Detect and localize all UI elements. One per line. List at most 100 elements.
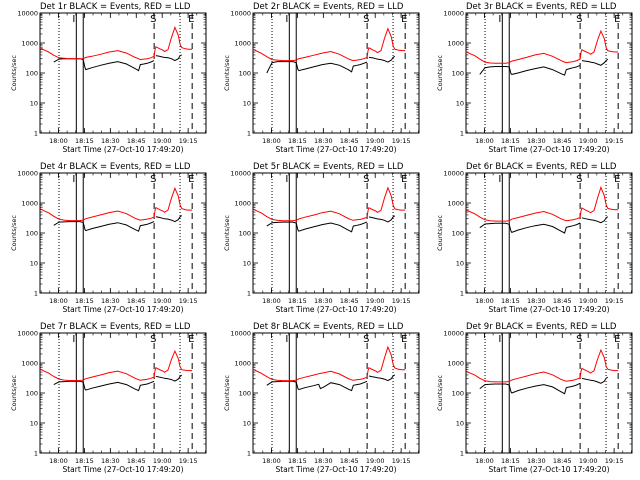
events-series-line xyxy=(53,374,183,392)
x-tick-label: 19:15 xyxy=(605,457,624,465)
y-tick-label: 100 xyxy=(452,390,464,398)
y-axis-label: Counts/sec xyxy=(223,55,231,91)
x-tick-label: 18:15 xyxy=(75,457,94,465)
x-tick-label: 18:45 xyxy=(340,137,359,145)
y-tick-label: 10000 xyxy=(230,170,251,178)
x-tick-label: 18:45 xyxy=(340,457,359,465)
y-tick-label: 1 xyxy=(34,290,38,298)
marker-label: I xyxy=(72,14,75,25)
lld-series-line xyxy=(465,29,619,64)
x-tick-label: 18:15 xyxy=(75,297,94,305)
x-tick-label: 19:00 xyxy=(579,457,598,465)
x-tick-label: 18:15 xyxy=(288,457,307,465)
marker-label: E xyxy=(401,174,407,185)
y-tick-label: 100 xyxy=(26,70,38,78)
marker-label: E xyxy=(401,14,407,25)
marker-label: E xyxy=(188,14,194,25)
y-tick-label: 100 xyxy=(239,230,251,238)
marker-label: E xyxy=(614,334,620,345)
chart-title: Det 9r BLACK = Events, RED = LLD xyxy=(466,322,617,332)
marker-label: I xyxy=(285,174,288,185)
x-tick-label: 18:30 xyxy=(101,137,120,145)
x-tick-label: 19:15 xyxy=(392,457,411,465)
marker-label: I xyxy=(498,174,501,185)
x-tick-label: 18:00 xyxy=(262,457,281,465)
x-tick-label: 19:15 xyxy=(179,137,198,145)
lld-series-line xyxy=(465,185,619,222)
chart-title: Det 1r BLACK = Events, RED = LLD xyxy=(40,2,191,12)
lld-series-line xyxy=(39,349,193,381)
marker-label: I xyxy=(498,14,501,25)
lld-series-line xyxy=(252,345,406,382)
marker-label: E xyxy=(188,174,194,185)
x-tick-label: 19:00 xyxy=(579,297,598,305)
chart-panel: Det 7r BLACK = Events, RED = LLD 1 10 100 10… xyxy=(10,322,207,474)
y-tick-label: 10 xyxy=(30,420,38,428)
chart-title: Det 4r BLACK = Events, RED = LLD xyxy=(40,162,191,172)
marker-label: E xyxy=(614,174,620,185)
x-tick-label: 19:00 xyxy=(579,137,598,145)
y-tick-label: 10000 xyxy=(443,330,464,338)
x-tick-label: 18:45 xyxy=(553,137,572,145)
marker-label: S xyxy=(150,174,156,185)
x-tick-label: 18:00 xyxy=(475,457,494,465)
x-axis-label: Start Time (27-Oct-10 17:49:20) xyxy=(275,465,396,474)
marker-label: I xyxy=(285,14,288,25)
lld-series-line xyxy=(39,186,193,222)
y-tick-label: 10 xyxy=(30,260,38,268)
x-tick-label: 19:15 xyxy=(605,297,624,305)
y-tick-label: 10000 xyxy=(443,170,464,178)
y-axis-label: Counts/sec xyxy=(10,55,18,91)
lld-series-line xyxy=(252,186,406,222)
y-tick-label: 100 xyxy=(26,230,38,238)
y-tick-label: 1000 xyxy=(447,200,464,208)
x-tick-label: 18:15 xyxy=(75,137,94,145)
x-tick-label: 18:00 xyxy=(49,457,68,465)
plot-frame xyxy=(39,12,207,134)
y-tick-label: 1000 xyxy=(21,40,38,48)
marker-label: S xyxy=(576,174,582,185)
x-tick-label: 18:00 xyxy=(262,297,281,305)
x-tick-label: 19:00 xyxy=(153,137,172,145)
marker-label: I xyxy=(285,334,288,345)
x-axis-label: Start Time (27-Oct-10 17:49:20) xyxy=(488,145,609,154)
x-tick-label: 18:15 xyxy=(501,457,520,465)
y-tick-label: 100 xyxy=(26,390,38,398)
marker-label: I xyxy=(72,174,75,185)
y-tick-label: 1000 xyxy=(21,360,38,368)
y-tick-label: 10000 xyxy=(17,330,38,338)
plot-frame xyxy=(252,332,420,454)
plot-frame xyxy=(465,12,633,134)
y-axis-label: Counts/sec xyxy=(10,215,18,251)
events-series-line xyxy=(479,376,609,395)
x-tick-label: 19:15 xyxy=(605,137,624,145)
x-axis-label: Start Time (27-Oct-10 17:49:20) xyxy=(62,145,183,154)
x-tick-label: 18:15 xyxy=(501,137,520,145)
y-tick-label: 10 xyxy=(456,420,464,428)
x-tick-label: 19:00 xyxy=(366,297,385,305)
x-tick-label: 18:30 xyxy=(101,457,120,465)
chart-panel: Det 3r BLACK = Events, RED = LLD 1 10 100 10… xyxy=(436,2,633,154)
x-tick-label: 18:45 xyxy=(340,297,359,305)
marker-label: S xyxy=(363,174,369,185)
x-tick-label: 18:45 xyxy=(553,457,572,465)
x-axis-label: Start Time (27-Oct-10 17:49:20) xyxy=(275,145,396,154)
events-series-line xyxy=(266,215,396,233)
y-tick-label: 1 xyxy=(34,450,38,458)
events-series-line xyxy=(53,215,183,232)
chart-panel: Det 6r BLACK = Events, RED = LLD 1 10 100 10… xyxy=(436,162,633,314)
y-tick-label: 10 xyxy=(456,260,464,268)
marker-label: S xyxy=(150,334,156,345)
plot-frame xyxy=(39,172,207,294)
lld-series-line xyxy=(39,26,193,61)
y-axis-label: Counts/sec xyxy=(436,55,444,91)
marker-label: I xyxy=(498,334,501,345)
x-tick-label: 18:30 xyxy=(314,297,333,305)
x-axis-label: Start Time (27-Oct-10 17:49:20) xyxy=(275,305,396,314)
chart-title: Det 2r BLACK = Events, RED = LLD xyxy=(253,2,404,12)
y-tick-label: 10000 xyxy=(230,10,251,18)
marker-label: S xyxy=(363,334,369,345)
x-tick-label: 18:15 xyxy=(288,297,307,305)
chart-title: Det 6r BLACK = Events, RED = LLD xyxy=(466,162,617,172)
